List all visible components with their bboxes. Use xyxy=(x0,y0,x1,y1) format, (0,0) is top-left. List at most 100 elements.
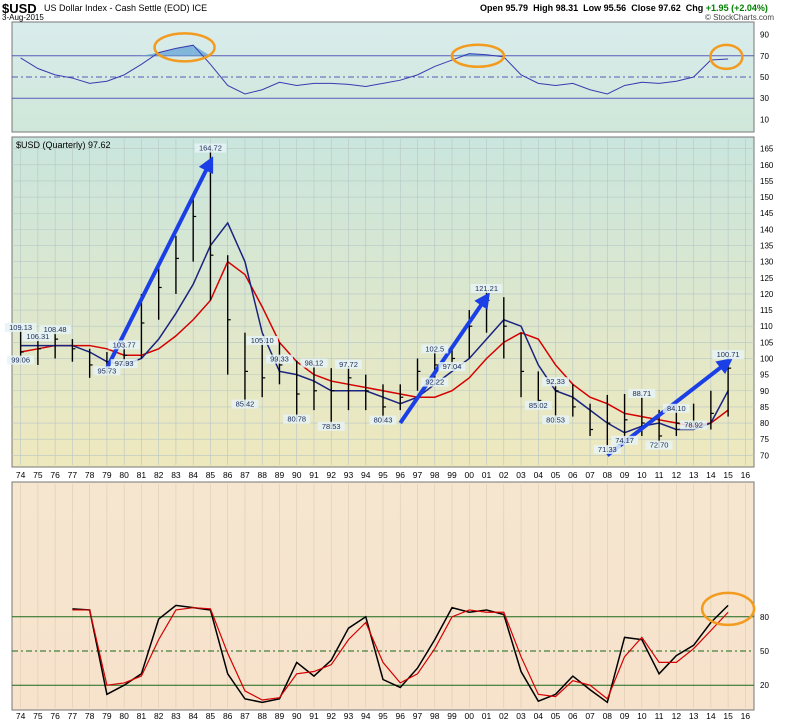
price-annotation-bg xyxy=(628,388,656,398)
price-x-tick-label: 89 xyxy=(275,470,285,480)
stoch-x-tick-label: 86 xyxy=(223,711,233,721)
price-x-tick-label: 92 xyxy=(326,470,336,480)
price-annotation-label: 95.73 xyxy=(98,366,117,375)
price-x-tick-label: 74 xyxy=(16,470,26,480)
change-label: Chg xyxy=(685,3,704,13)
rsi-tick-label: 50 xyxy=(760,73,769,82)
price-x-tick-label: 82 xyxy=(154,470,164,480)
price-annotation-bg xyxy=(246,336,279,346)
price-x-tick-label: 06 xyxy=(568,470,578,480)
stoch-tick-label: 80 xyxy=(760,613,769,622)
stoch-x-tick-label: 14 xyxy=(706,711,716,721)
stoch-x-tick-label: 81 xyxy=(137,711,147,721)
stoch-tick-label: 20 xyxy=(760,681,769,690)
stoch-x-tick-label: 83 xyxy=(171,711,181,721)
price-tick-label: 110 xyxy=(760,322,773,331)
stoch-x-tick-label: 98 xyxy=(430,711,440,721)
price-annotation-bg xyxy=(680,420,708,430)
price-tick-label: 85 xyxy=(760,403,769,412)
price-tick-label: 160 xyxy=(760,161,774,170)
high-label: High xyxy=(533,3,554,13)
price-x-tick-label: 07 xyxy=(585,470,595,480)
price-annotation-label: 71.33 xyxy=(598,445,617,454)
price-annotation-label: 121.21 xyxy=(475,284,498,293)
price-annotation-label: 80.53 xyxy=(546,415,565,424)
stoch-x-tick-label: 05 xyxy=(551,711,561,721)
ma-slow-line xyxy=(20,260,729,428)
price-annotation-label: 106.31 xyxy=(26,332,49,341)
price-x-tick-label: 87 xyxy=(240,470,250,480)
price-x-tick-label: 86 xyxy=(223,470,233,480)
price-annotation-bg xyxy=(194,143,227,153)
open-value: 95.79 xyxy=(505,3,529,13)
stoch-x-tick-label: 13 xyxy=(689,711,699,721)
high-value: 98.31 xyxy=(555,3,579,13)
stoch-x-tick-label: 03 xyxy=(516,711,526,721)
price-tick-label: 150 xyxy=(760,193,774,202)
stochastics-indicator: 20 50 80 74 75 76 77 78 79 80 81 82 83 84 85 86 87 88 89 90… xyxy=(12,484,769,721)
price-annotation-label: 99.06 xyxy=(11,356,30,365)
price-annotation-label: 80.78 xyxy=(287,415,306,424)
price-x-tick-label: 01 xyxy=(482,470,492,480)
stoch-x-tick-label: 93 xyxy=(344,711,354,721)
open-label: Open xyxy=(480,3,504,13)
ohlc-readout: Open 95.79 High 98.31 Low 95.56 Close 97… xyxy=(480,3,768,13)
price-annotation-label: 85.02 xyxy=(529,401,548,410)
price-annotation-label: 72.70 xyxy=(650,441,669,450)
price-annotation-label: 78.92 xyxy=(684,421,703,430)
price-x-tick-label: 76 xyxy=(50,470,60,480)
stoch-x-tick-label: 85 xyxy=(206,711,216,721)
price-annotation-label: 99.33 xyxy=(270,355,289,364)
stoch-x-tick-label: 07 xyxy=(585,711,595,721)
price-x-tick-label: 94 xyxy=(361,470,371,480)
price-annotation-bg xyxy=(645,440,673,450)
price-x-tick-label: 00 xyxy=(465,470,475,480)
chart-header: $USD US Dollar Index - Cash Settle (EOD)… xyxy=(0,0,800,22)
price-annotation-bg xyxy=(110,359,138,369)
price-annotation-label: 97.93 xyxy=(115,359,134,368)
price-x-tick-label: 91 xyxy=(309,470,319,480)
price-annotation-label: 78.53 xyxy=(322,422,341,431)
rsi-tick-label: 90 xyxy=(760,31,769,40)
price-tick-label: 105 xyxy=(760,338,774,347)
price-x-tick-label: 85 xyxy=(206,470,216,480)
price-annotation-label: 88.71 xyxy=(632,389,651,398)
rsi-indicator: 10 30 50 70 90 xyxy=(12,31,769,124)
price-annotation-label: 105.10 xyxy=(251,336,274,345)
price-x-tick-label: 78 xyxy=(85,470,95,480)
rsi-highlight-ellipse xyxy=(450,43,506,69)
price-tick-label: 100 xyxy=(760,354,774,363)
change-value: +1.95 (+2.04%) xyxy=(705,3,768,13)
price-x-tick-label: 79 xyxy=(102,470,112,480)
price-x-tick-label: 98 xyxy=(430,470,440,480)
stoch-x-tick-label: 97 xyxy=(413,711,423,721)
price-annotation-bg xyxy=(93,366,121,376)
stoch-x-tick-label: 01 xyxy=(482,711,492,721)
stoch-x-tick-label: 77 xyxy=(68,711,78,721)
exchange-text: ICE xyxy=(192,3,208,13)
close-label: Close xyxy=(631,3,656,13)
stoch-x-tick-label: 02 xyxy=(499,711,509,721)
price-x-tick-label: 83 xyxy=(171,470,181,480)
price-annotation-bg xyxy=(108,340,140,350)
price-annotation-label: 102.5 xyxy=(425,344,444,353)
symbol: $USD xyxy=(2,1,37,16)
stoch-x-tick-label: 92 xyxy=(326,711,336,721)
price-tick-label: 130 xyxy=(760,258,774,267)
price-x-tick-label: 93 xyxy=(344,470,354,480)
stoch-x-tick-label: 04 xyxy=(534,711,544,721)
symbol-description: US Dollar Index - Cash Settle (EOD) ICE xyxy=(44,3,207,13)
stoch-x-tick-label: 78 xyxy=(85,711,95,721)
price-annotation-label: 109.13 xyxy=(9,323,32,332)
price-annotation-bg xyxy=(593,445,621,455)
price-annotation-label: 84.10 xyxy=(667,404,686,413)
stoch-x-tick-label: 89 xyxy=(275,711,285,721)
price-annotation-bg xyxy=(470,284,503,294)
stoch-x-tick-label: 84 xyxy=(188,711,198,721)
price-annotation-label: 98.12 xyxy=(305,359,324,368)
stoch-x-tick-label: 16 xyxy=(741,711,751,721)
stoch-x-tick-label: 00 xyxy=(465,711,475,721)
price-annotation-label: 164.72 xyxy=(199,144,222,153)
ma-fast-line xyxy=(20,221,729,434)
